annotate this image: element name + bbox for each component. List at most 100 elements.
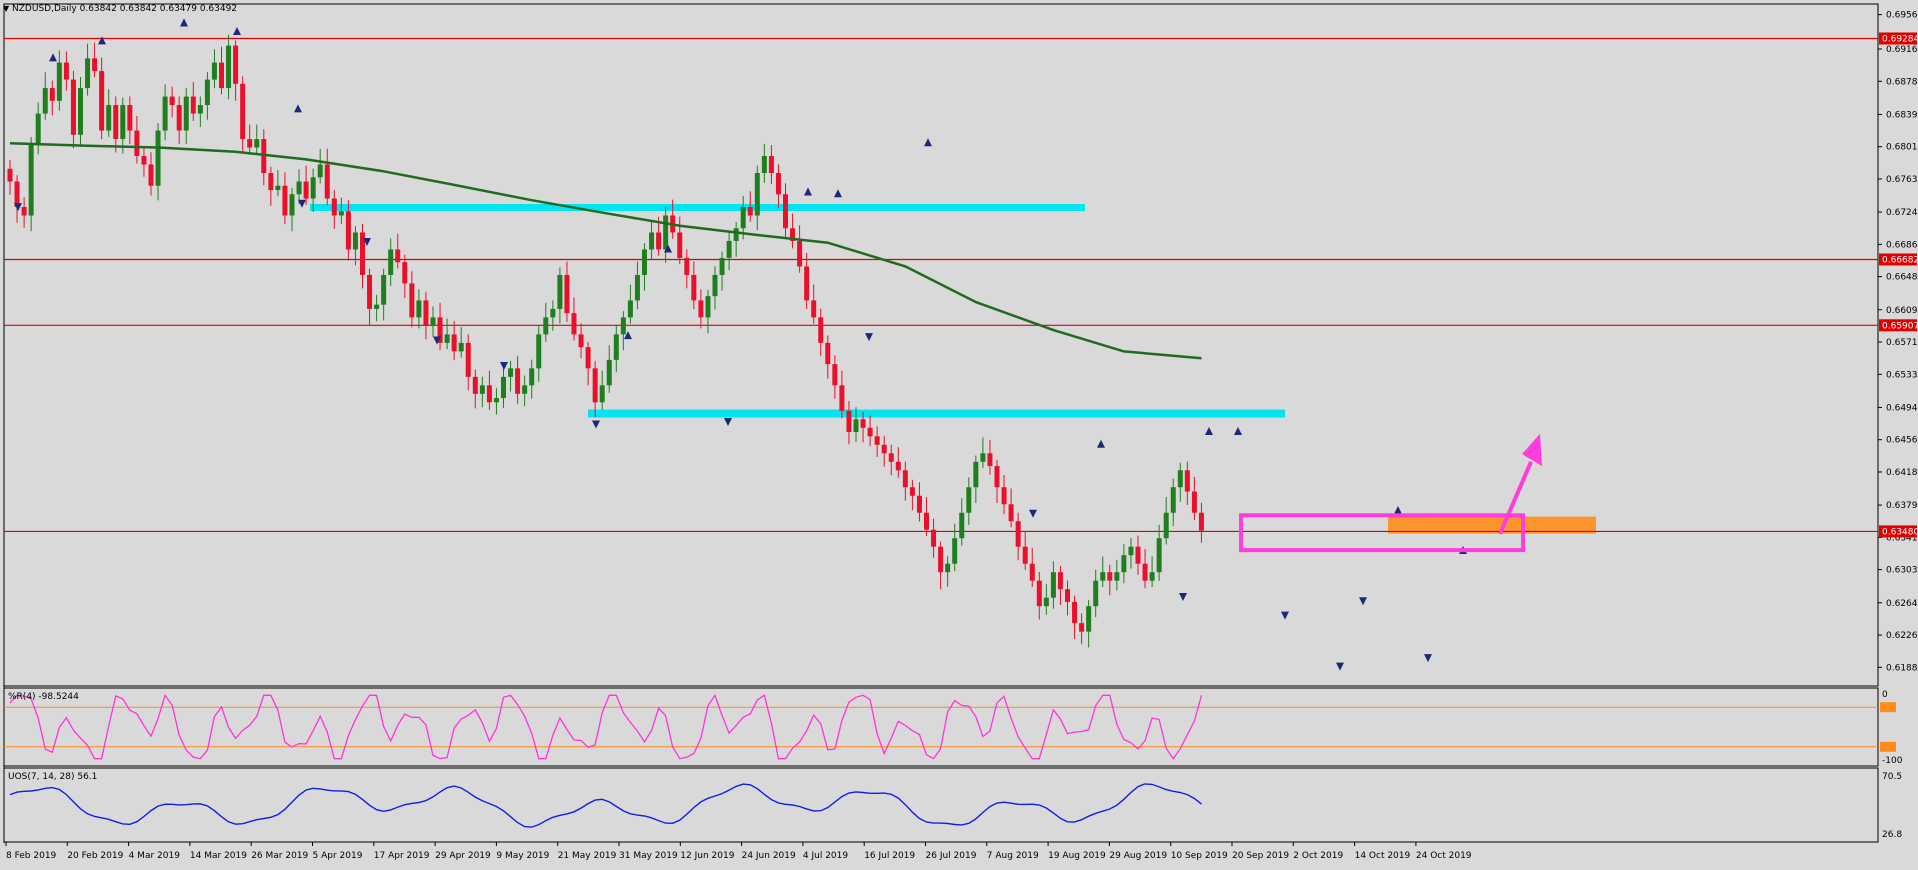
- candle-body: [613, 334, 619, 360]
- candle: [1008, 488, 1014, 528]
- candle: [240, 76, 246, 154]
- candle-body: [754, 173, 760, 216]
- candle-body: [1008, 504, 1014, 522]
- candle-body: [70, 79, 76, 135]
- candle-body: [719, 257, 725, 275]
- price-level-tag-bg: [1879, 32, 1917, 45]
- wr-axis-label: 0: [1882, 690, 1888, 700]
- candle: [874, 426, 880, 458]
- candle: [649, 220, 655, 260]
- candle: [56, 50, 62, 111]
- candle: [522, 375, 528, 407]
- candle: [310, 168, 316, 212]
- candle: [254, 124, 260, 156]
- candle-body: [761, 156, 767, 174]
- candle-body: [783, 194, 788, 229]
- candle-body: [994, 466, 1000, 488]
- candle: [698, 289, 704, 329]
- candle-body: [1191, 491, 1197, 513]
- candle-body: [367, 274, 373, 309]
- candle: [959, 498, 965, 546]
- ultimate-oscillator-line: [9, 783, 1202, 828]
- candle: [7, 160, 13, 195]
- candle: [486, 370, 492, 410]
- candle-body: [768, 156, 774, 174]
- candle-body: [775, 173, 781, 195]
- candle-body: [515, 368, 521, 394]
- price-level-tag-bg: [1879, 525, 1917, 538]
- candle: [1135, 535, 1141, 575]
- candle: [515, 356, 521, 404]
- candle: [367, 268, 373, 325]
- candle: [613, 324, 619, 373]
- candle-body: [190, 96, 196, 114]
- candle-body: [148, 164, 154, 186]
- candle: [183, 87, 189, 144]
- wr-level-tag: [1880, 741, 1896, 752]
- candle: [931, 518, 937, 558]
- candle-body: [162, 96, 168, 131]
- candle: [987, 439, 993, 475]
- time-axis-label: 12 Jun 2019: [680, 851, 734, 861]
- candle: [472, 369, 478, 409]
- triangle-down-icon[interactable]: ▼: [3, 4, 10, 13]
- candle-body: [1043, 597, 1049, 607]
- fractal-down-icon: [592, 420, 600, 429]
- candle-body: [1142, 563, 1148, 581]
- candle: [113, 96, 119, 153]
- candle-body: [63, 62, 69, 80]
- candle: [85, 43, 91, 96]
- candle-body: [437, 317, 443, 343]
- candle: [317, 148, 323, 184]
- candle-body: [705, 296, 711, 318]
- candle-body: [938, 546, 944, 573]
- candle-body: [571, 313, 577, 335]
- time-axis-label: 17 Apr 2019: [374, 851, 430, 861]
- candle: [78, 77, 83, 146]
- candle: [564, 261, 570, 322]
- candle: [106, 89, 112, 137]
- candle: [705, 289, 711, 334]
- candle: [938, 541, 944, 590]
- candle: [761, 143, 767, 183]
- candle: [557, 267, 563, 324]
- time-axis-label: 4 Mar 2019: [129, 851, 181, 861]
- price-level-tag-text: 0.69284: [1882, 34, 1918, 44]
- candle: [430, 306, 436, 337]
- candle: [733, 221, 739, 257]
- moving-average-line: [9, 142, 1202, 360]
- time-axis-label: 21 May 2019: [558, 851, 617, 861]
- candle: [529, 359, 535, 399]
- candle-body: [902, 470, 908, 488]
- time-axis-label: 19 Aug 2019: [1048, 851, 1106, 861]
- candle-body: [811, 300, 817, 318]
- candle: [261, 129, 267, 186]
- candle-body: [874, 436, 880, 445]
- candle-body: [176, 105, 182, 131]
- candle: [381, 268, 387, 321]
- candle: [881, 436, 887, 467]
- fractal-up-icon: [1234, 427, 1242, 436]
- candle: [1079, 613, 1085, 644]
- candle: [345, 200, 351, 261]
- time-axis-label: 16 Jul 2019: [864, 851, 915, 861]
- time-axis-label: 2 Oct 2019: [1293, 851, 1343, 861]
- candle: [176, 96, 182, 144]
- candle-body: [1072, 601, 1078, 624]
- candle-body: [1128, 546, 1134, 556]
- candle-body: [980, 453, 986, 462]
- fractal-up-icon: [98, 36, 106, 45]
- candle: [49, 80, 55, 116]
- candle-body: [479, 385, 485, 394]
- candle-body: [804, 266, 810, 301]
- candle: [1142, 549, 1148, 589]
- candle: [458, 327, 464, 358]
- candle: [684, 249, 690, 289]
